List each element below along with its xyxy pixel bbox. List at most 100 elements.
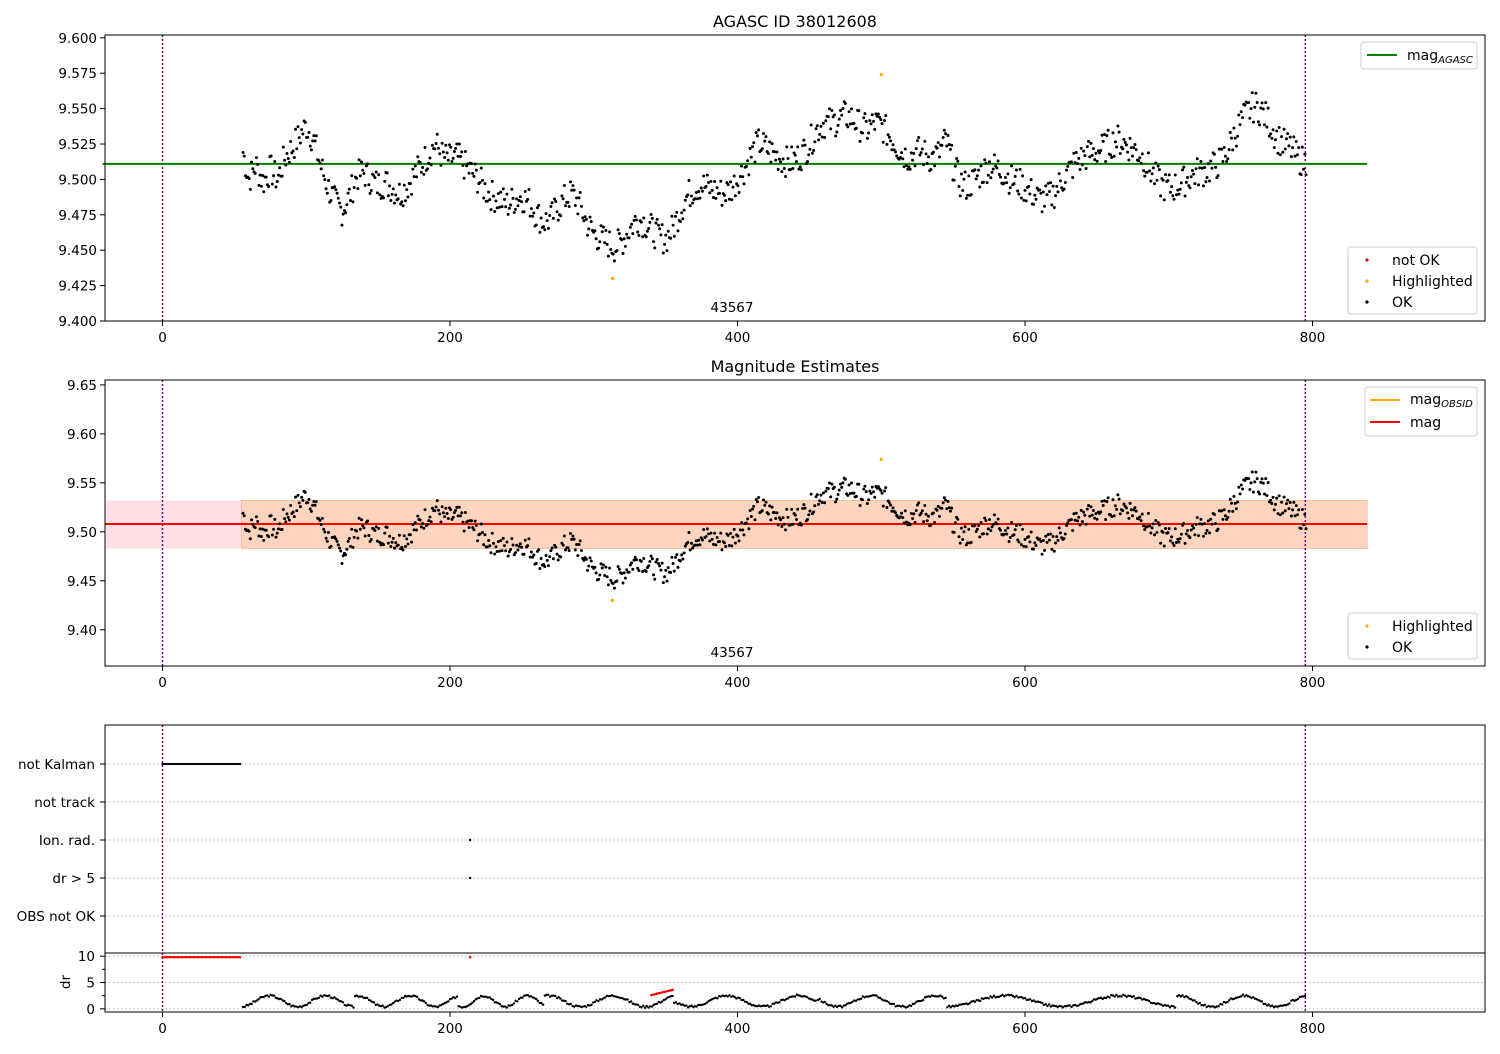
dr-point: [1089, 1001, 1092, 1004]
ok-point: [439, 163, 443, 167]
ok-point: [570, 537, 574, 541]
ok-point: [1295, 153, 1299, 157]
dr-point: [854, 999, 858, 1003]
ok-point: [1239, 483, 1243, 487]
ok-point: [584, 557, 588, 561]
ok-point: [669, 570, 673, 574]
ok-point: [625, 232, 629, 236]
dr-point: [839, 1004, 842, 1008]
dr-point: [624, 998, 628, 1001]
ok-point: [504, 549, 508, 553]
ok-point: [362, 172, 366, 176]
ok-point: [523, 190, 527, 194]
ok-point: [1194, 522, 1198, 526]
ok-point: [1017, 540, 1021, 544]
dr-point: [909, 1004, 913, 1008]
dr-point: [733, 995, 736, 999]
ok-point: [956, 159, 960, 163]
dr-point: [1166, 1004, 1170, 1007]
ok-point: [1087, 139, 1091, 143]
ok-point: [781, 516, 785, 520]
dr-point: [750, 1004, 754, 1007]
ok-point: [1195, 516, 1199, 520]
ok-point: [1134, 509, 1138, 513]
ok-point: [461, 520, 465, 524]
ok-point: [978, 535, 982, 539]
dr-point: [424, 1001, 428, 1005]
dr-point: [278, 997, 281, 1001]
dr-point: [975, 998, 978, 1002]
ok-point: [301, 498, 305, 502]
ok-point: [1304, 173, 1308, 177]
ok-point: [333, 185, 337, 189]
ok-point: [919, 511, 923, 515]
ok-point: [1266, 481, 1270, 485]
ok-point: [1022, 544, 1026, 548]
ok-point: [697, 538, 701, 542]
ok-point: [329, 199, 333, 203]
dr-point: [262, 995, 265, 999]
ok-point: [567, 549, 571, 553]
ok-point: [1118, 151, 1122, 155]
ok-point: [863, 484, 867, 488]
ok-point: [449, 508, 453, 512]
ok-point: [628, 225, 632, 229]
ok-point: [572, 188, 576, 192]
ok-point: [1272, 146, 1276, 150]
ok-point: [799, 523, 803, 527]
ok-point: [505, 540, 509, 544]
ok-point: [254, 156, 258, 160]
ok-point: [253, 526, 257, 530]
ok-point: [642, 216, 646, 220]
ok-point: [730, 198, 734, 202]
dr-point: [422, 1000, 426, 1003]
ok-point: [275, 180, 279, 184]
ok-point: [946, 499, 950, 503]
ok-point: [803, 143, 807, 147]
dr-point: [992, 994, 996, 998]
ok-point: [952, 178, 956, 182]
ok-point: [297, 501, 301, 505]
ok-point: [389, 544, 393, 548]
dr-point: [892, 1002, 896, 1006]
ok-point: [564, 548, 568, 552]
dr-point: [507, 1004, 510, 1007]
legend-mag: mag: [1410, 415, 1441, 431]
ok-point: [1190, 168, 1194, 172]
dr-point: [1044, 1003, 1047, 1006]
ok-point: [441, 150, 445, 154]
ok-point: [257, 534, 261, 538]
ok-point: [579, 204, 583, 208]
ok-point: [1256, 120, 1260, 124]
ok-point: [715, 186, 719, 190]
ok-point: [1201, 534, 1205, 538]
dr-point: [1296, 997, 1300, 1001]
ok-point: [469, 519, 473, 523]
dr-point: [906, 1005, 909, 1008]
ok-point: [474, 523, 478, 527]
y-tick-label: 9.600: [58, 31, 97, 47]
ok-point: [419, 525, 423, 529]
ok-point: [393, 546, 397, 550]
ok-point: [531, 555, 535, 559]
dr-point: [913, 1002, 916, 1005]
ok-point: [555, 210, 559, 214]
dr-point: [1063, 1004, 1066, 1008]
dr-point: [818, 997, 821, 1001]
dr-point: [705, 1001, 709, 1004]
ok-point: [488, 544, 492, 548]
dr-point: [547, 993, 550, 996]
ok-point: [267, 535, 271, 539]
ok-point: [1277, 125, 1281, 129]
ok-point: [769, 518, 773, 522]
ok-point: [785, 507, 789, 511]
ok-point: [258, 173, 262, 177]
ok-point: [548, 213, 552, 217]
ok-point: [849, 107, 853, 111]
flag-point: [235, 762, 238, 766]
ok-point: [347, 187, 351, 191]
ok-point: [287, 518, 291, 522]
ok-point: [438, 152, 442, 156]
ok-point: [311, 503, 315, 507]
ok-point: [336, 196, 340, 200]
